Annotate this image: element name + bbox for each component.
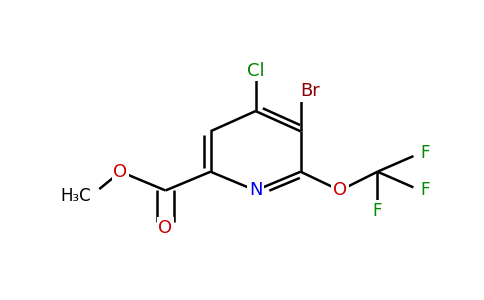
Text: F: F [421,182,430,200]
Text: N: N [249,182,262,200]
Text: O: O [113,163,128,181]
Text: F: F [421,144,430,162]
Text: O: O [158,219,173,237]
Text: H₃C: H₃C [60,187,91,205]
Text: F: F [373,202,382,220]
Text: Cl: Cl [247,62,264,80]
Text: Br: Br [301,82,320,100]
Text: O: O [333,182,347,200]
